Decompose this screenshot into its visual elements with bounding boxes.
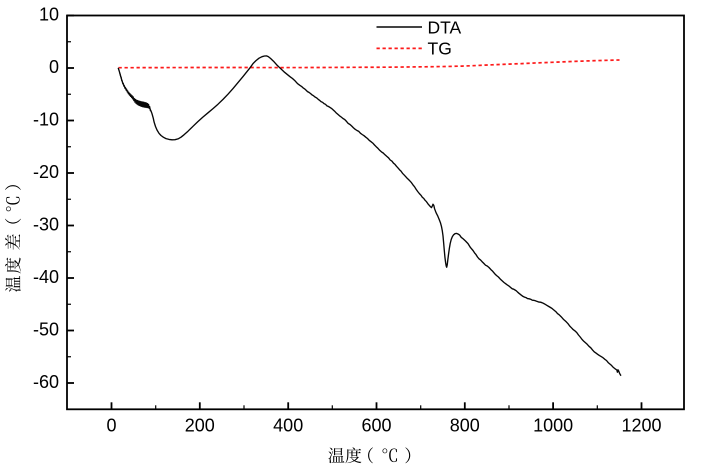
svg-text:TG: TG <box>428 39 452 59</box>
svg-text:200: 200 <box>185 416 215 436</box>
svg-text:800: 800 <box>450 416 480 436</box>
svg-text:10: 10 <box>39 5 59 25</box>
svg-text:-40: -40 <box>33 267 59 287</box>
svg-text:-50: -50 <box>33 320 59 340</box>
svg-text:-60: -60 <box>33 372 59 392</box>
svg-text:1200: 1200 <box>621 416 661 436</box>
svg-text:-10: -10 <box>33 110 59 130</box>
svg-text:DTA: DTA <box>428 17 462 37</box>
svg-text:0: 0 <box>49 57 59 77</box>
svg-text:600: 600 <box>361 416 391 436</box>
svg-text:-20: -20 <box>33 162 59 182</box>
svg-text:-30: -30 <box>33 215 59 235</box>
svg-text:400: 400 <box>273 416 303 436</box>
svg-text:0: 0 <box>106 416 116 436</box>
svg-text:1000: 1000 <box>533 416 573 436</box>
